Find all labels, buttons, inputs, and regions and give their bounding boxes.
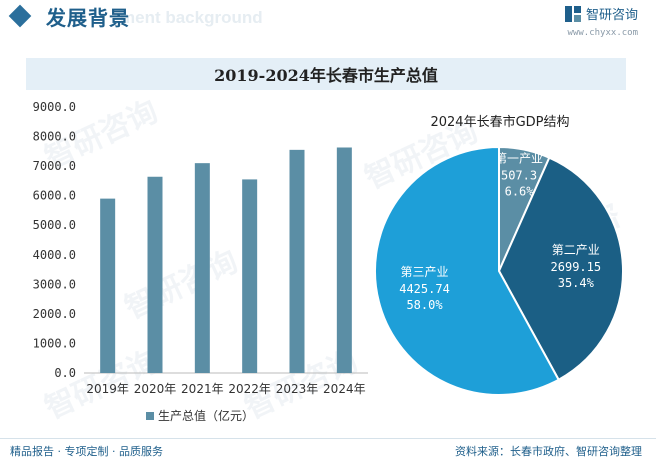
- page-header: ment background 发展背景 智研咨询 www.chyxx.com: [0, 0, 656, 42]
- y-tick-label: 3000.0: [33, 277, 76, 291]
- y-tick-label: 1000.0: [33, 336, 76, 350]
- pie-slice: [497, 156, 624, 382]
- footer-divider: [0, 438, 656, 439]
- bar: [194, 163, 210, 373]
- pie-percent-label: 35.4%: [558, 276, 595, 290]
- y-tick-label: 5000.0: [33, 218, 76, 232]
- pie-title: 2024年长春市GDP结构: [430, 114, 569, 130]
- footer-source: 资料来源：长春市政府、智研咨询整理: [455, 445, 642, 458]
- bar: [147, 176, 163, 373]
- y-tick-label: 0.0: [54, 366, 76, 380]
- y-tick-label: 4000.0: [33, 248, 76, 262]
- x-tick-label: 2021年: [181, 382, 224, 396]
- chart-title-band: 2019-2024年长春市生产总值: [26, 58, 626, 90]
- y-tick-label: 2000.0: [33, 307, 76, 321]
- pie-value-label: 2699.15: [551, 260, 602, 274]
- x-tick-label: 2024年: [323, 382, 366, 396]
- page-title: 发展背景: [46, 6, 130, 30]
- bar: [242, 179, 258, 373]
- y-tick-label: 9000.0: [33, 100, 76, 114]
- bar: [336, 147, 352, 373]
- header-watermark: ment background: [120, 8, 263, 27]
- bar: [289, 149, 305, 373]
- bar: [100, 198, 116, 373]
- pie-value-label: 507.3: [501, 168, 537, 182]
- logo-text: 智研咨询: [585, 8, 638, 23]
- chart-title: 2019-2024年长春市生产总值: [214, 66, 438, 85]
- pie-slice-label: 第二产业: [552, 243, 600, 257]
- pie-slice-label: 第三产业: [401, 265, 449, 279]
- pie-value-label: 4425.74: [399, 282, 450, 296]
- pie-slice-label: 第一产业: [495, 151, 543, 165]
- footer-tagline: 精品报告 · 专项定制 · 品质服务: [10, 445, 163, 458]
- y-tick-label: 7000.0: [33, 159, 76, 173]
- legend-swatch: [146, 412, 154, 420]
- pie-percent-label: 58.0%: [406, 298, 443, 312]
- legend-label: 生产总值（亿元）: [158, 408, 254, 423]
- x-tick-label: 2020年: [134, 382, 177, 396]
- y-tick-label: 6000.0: [33, 189, 76, 203]
- pie-slice: [374, 145, 561, 396]
- x-tick-label: 2023年: [276, 382, 319, 396]
- x-tick-label: 2022年: [228, 382, 271, 396]
- pie-percent-label: 6.6%: [505, 184, 535, 198]
- logo-url[interactable]: www.chyxx.com: [567, 28, 638, 38]
- y-tick-label: 8000.0: [33, 130, 76, 144]
- x-tick-label: 2019年: [86, 382, 129, 396]
- brand-logo[interactable]: 智研咨询: [564, 4, 638, 23]
- logo-icon: [564, 5, 581, 22]
